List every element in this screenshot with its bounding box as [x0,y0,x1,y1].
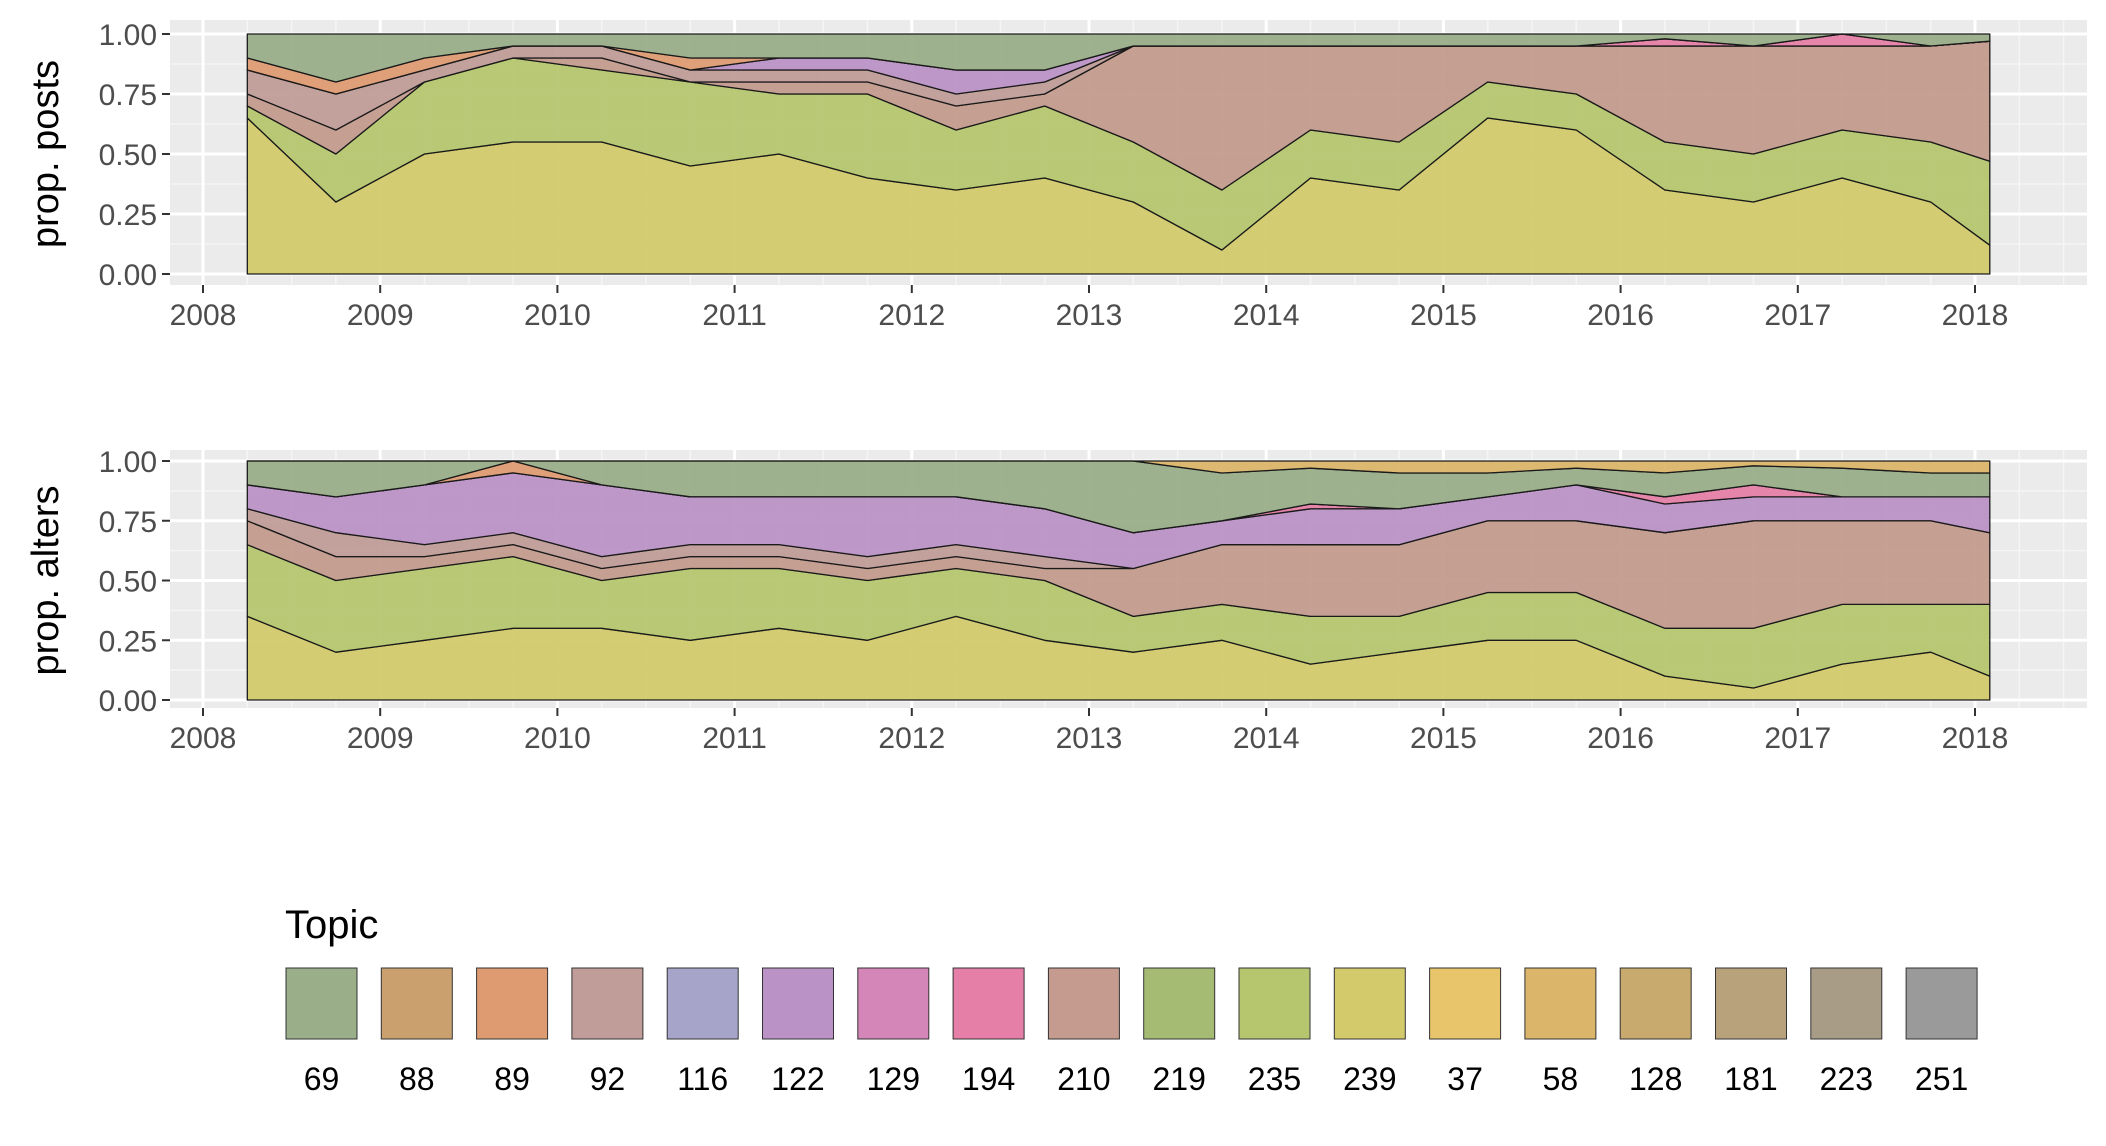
legend-swatch [1429,967,1502,1040]
legend-label: 128 [1629,1061,1682,1097]
legend-swatch [1619,967,1692,1040]
legend-label: 235 [1248,1061,1301,1097]
legend-swatch [1143,967,1216,1040]
legend-swatch [1333,967,1406,1040]
legend-item-251: 251 [1905,967,1978,1097]
legend-label: 69 [304,1061,340,1097]
legend-item-89: 89 [476,967,549,1097]
legend-item-235: 235 [1238,967,1311,1097]
y-tick-label: 1.00 [99,19,157,52]
y-tick-label: 0.75 [99,506,157,539]
legend-swatch [1524,967,1597,1040]
legend-label: 239 [1343,1061,1396,1097]
legend-title: Topic [285,903,378,947]
legend-swatch [476,967,549,1040]
legend-swatch [380,967,453,1040]
legend-swatch [857,967,930,1040]
x-tick-label: 2016 [1587,299,1654,332]
legend-item-128: 128 [1619,967,1692,1097]
legend-swatch [1047,967,1120,1040]
x-tick-label: 2009 [347,299,414,332]
legend-item-181: 181 [1715,967,1787,1097]
x-tick-label: 2018 [1942,299,2009,332]
legend-swatch [571,967,644,1040]
legend-label: 89 [494,1061,530,1097]
y-tick-label: 0.25 [99,625,157,658]
x-tick-label: 2013 [1056,299,1123,332]
legend-swatch [1905,967,1978,1040]
legend-label: 92 [590,1061,626,1097]
legend-item-116: 116 [666,967,739,1097]
x-tick-label: 2008 [170,722,237,755]
panel-2: 0.00 0.25 0.50 0.75 1.00 2008 2009 2010 2011 2012… [25,446,2087,755]
legend-label: 194 [962,1061,1015,1097]
x-tick-label: 2011 [702,722,767,755]
x-tick-label: 2015 [1410,299,1477,332]
x-tick-label: 2015 [1410,722,1477,755]
x-tick-label: 2008 [170,299,237,332]
y-tick-label: 0.25 [99,199,157,232]
x-tick-label: 2014 [1233,722,1300,755]
legend-label: 37 [1447,1061,1483,1097]
legend-item-92: 92 [571,967,644,1097]
legend-item-37: 37 [1429,967,1502,1097]
y-tick-label: 1.00 [99,446,157,479]
x-tick-label: 2018 [1942,722,2009,755]
y-tick-label: 0.50 [99,139,157,172]
legend-swatch [1715,967,1787,1040]
legend-label: 129 [867,1061,920,1097]
legend-item-223: 223 [1810,967,1883,1097]
legend-item-210: 210 [1047,967,1120,1097]
y-tick-label: 0.75 [99,79,157,112]
legend-label: 223 [1820,1061,1873,1097]
legend-label: 181 [1724,1061,1777,1097]
legend-item-219: 219 [1143,967,1216,1097]
legend-swatch [762,967,834,1040]
panel-1: 0.00 0.25 0.50 0.75 1.00 2008 2009 2010 2011 2012… [25,19,2087,332]
x-tick-label: 2009 [347,722,414,755]
legend-label: 58 [1543,1061,1579,1097]
y-axis-label: prop. alters [25,485,67,675]
x-tick-label: 2013 [1056,722,1123,755]
x-tick-label: 2010 [524,722,591,755]
area-topic-58 [246,460,1991,474]
legend-item-122: 122 [762,967,834,1097]
legend-label: 219 [1153,1061,1206,1097]
x-tick-label: 2014 [1233,299,1300,332]
x-tick-label: 2017 [1764,299,1831,332]
x-tick-label: 2012 [878,722,945,755]
x-tick-label: 2010 [524,299,591,332]
legend-item-69: 69 [285,967,358,1097]
y-axis-label: prop. posts [25,60,67,248]
stacked-areas [246,33,1991,275]
legend-swatch [285,967,358,1040]
legend-label: 210 [1057,1061,1110,1097]
legend-swatch [1238,967,1311,1040]
area-topic-69 [246,33,1991,83]
x-tick-label: 2017 [1764,722,1831,755]
stacked-areas [246,460,1991,701]
legend-item-239: 239 [1333,967,1406,1097]
legend-label: 88 [399,1061,435,1097]
y-tick-label: 0.00 [99,685,157,718]
y-tick-label: 0.00 [99,259,157,292]
legend-swatch [666,967,739,1040]
legend-swatch [1810,967,1883,1040]
legend-label: 116 [677,1061,728,1097]
legend-item-88: 88 [380,967,453,1097]
legend-label: 251 [1915,1061,1968,1097]
legend-item-194: 194 [952,967,1025,1097]
legend-item-58: 58 [1524,967,1597,1097]
x-tick-label: 2016 [1587,722,1654,755]
x-tick-label: 2011 [702,299,767,332]
y-tick-label: 0.50 [99,566,157,599]
legend-item-129: 129 [857,967,930,1097]
legend-label: 122 [771,1061,824,1097]
legend-swatch [952,967,1025,1040]
legend: Topic 69 88 89 92 116 122 129 194 210 219 235 239 37… [285,903,1978,1097]
x-tick-label: 2012 [878,299,945,332]
